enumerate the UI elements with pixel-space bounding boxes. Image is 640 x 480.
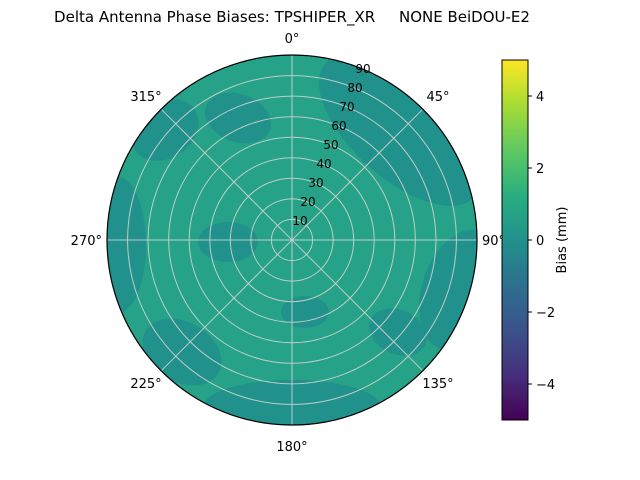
bias-patch [419, 229, 477, 351]
theta-label-45: 45° [426, 90, 449, 105]
polar-outline [106, 54, 478, 426]
polar-grid [107, 55, 477, 425]
bias-patch [281, 296, 329, 328]
r-label-10: 10 [292, 214, 307, 228]
theta-tick-labels: 0° 45° 90° 135° 180° 225° 270° 315° [71, 32, 505, 455]
bias-patch [198, 222, 258, 262]
theta-label-0: 0° [285, 32, 300, 47]
chart-title: Delta Antenna Phase Biases: TPSHIPER_XR … [54, 8, 530, 26]
colorbar: 4 2 0 −2 −4 Bias (mm) [501, 59, 570, 421]
radial-tick-labels: 10 20 30 40 50 60 70 80 90 [292, 62, 370, 228]
r-label-40: 40 [316, 157, 331, 171]
theta-label-180: 180° [276, 440, 307, 455]
r-label-50: 50 [323, 138, 338, 152]
polar-plot-area [106, 54, 478, 426]
bias-patch [142, 318, 222, 386]
colorbar-tick-neg4: −4 [536, 378, 555, 393]
colorbar-tick-2: 2 [536, 162, 544, 177]
r-label-60: 60 [331, 119, 346, 133]
theta-label-90: 90° [482, 234, 505, 249]
r-label-90: 90 [355, 62, 370, 76]
colorbar-tick-neg2: −2 [536, 306, 555, 321]
bias-patch [205, 92, 271, 144]
bias-patch [319, 55, 477, 206]
colorbar-tick-0: 0 [536, 234, 544, 249]
r-label-80: 80 [347, 81, 362, 95]
r-label-30: 30 [308, 176, 323, 190]
theta-label-135: 135° [422, 377, 453, 392]
r-label-20: 20 [300, 195, 315, 209]
bias-patches [107, 55, 477, 425]
theta-label-270: 270° [71, 234, 102, 249]
colorbar-axis-label: Bias (mm) [555, 207, 570, 274]
r-label-70: 70 [339, 100, 354, 114]
theta-label-315: 315° [130, 90, 161, 105]
colorbar-tick-4: 4 [536, 90, 544, 105]
bias-patch [369, 308, 427, 356]
colorbar-gradient [502, 60, 528, 420]
theta-label-225: 225° [130, 377, 161, 392]
